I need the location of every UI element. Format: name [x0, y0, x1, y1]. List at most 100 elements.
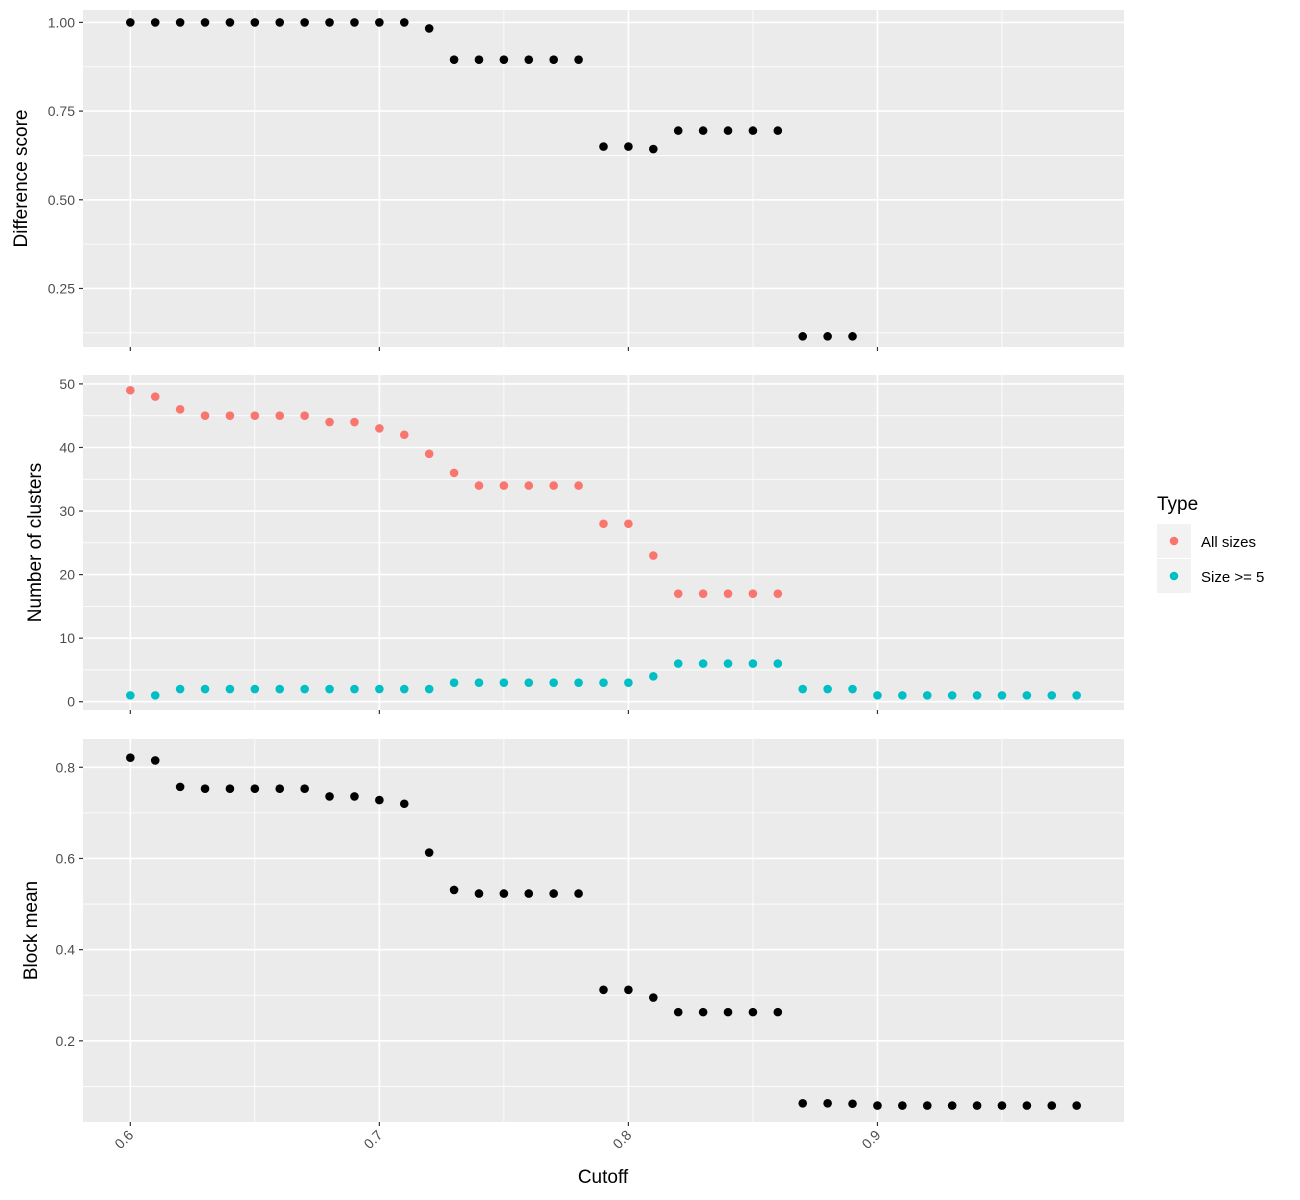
data-point [350, 792, 359, 801]
data-point [250, 411, 260, 420]
data-point [798, 684, 808, 694]
data-point [126, 753, 135, 762]
data-point [399, 430, 409, 440]
data-point [350, 684, 359, 694]
data-point [175, 684, 185, 694]
panel-2: 0 10 20 30 40 50 Number of clusters [25, 375, 1124, 714]
x-tick-label: 0.6 [111, 1127, 136, 1152]
data-point [200, 784, 210, 793]
data-point [175, 405, 185, 414]
data-point [175, 18, 185, 27]
data-point [474, 481, 484, 490]
y-tick-label: 40 [59, 439, 75, 455]
data-point [549, 678, 558, 687]
legend-swatch [1169, 571, 1179, 581]
data-point [673, 126, 683, 135]
data-point [748, 589, 758, 598]
data-point [922, 691, 932, 700]
y-axis-title: Difference score [11, 110, 32, 248]
data-point [798, 1099, 808, 1108]
legend-entries: All sizes Size >= 5 [1157, 524, 1264, 593]
data-point [225, 784, 235, 793]
data-point [972, 1101, 982, 1110]
x-tick-label: 0.9 [858, 1127, 883, 1152]
data-point [250, 684, 260, 694]
data-point [325, 792, 334, 801]
data-point [325, 684, 334, 694]
data-point [748, 659, 758, 668]
data-point [1047, 1101, 1057, 1110]
data-point [375, 424, 384, 433]
data-point [325, 18, 334, 27]
legend-title: Type [1157, 494, 1198, 515]
data-point [624, 142, 633, 151]
data-point [773, 659, 783, 668]
data-point [947, 691, 957, 700]
data-point [449, 55, 459, 64]
data-point [250, 784, 260, 793]
data-point [250, 18, 260, 27]
data-point [649, 144, 658, 154]
data-point [673, 1007, 683, 1017]
data-point [300, 684, 309, 694]
data-point [873, 1101, 882, 1110]
data-point [624, 519, 633, 529]
data-point [723, 589, 733, 598]
data-point [424, 449, 434, 459]
data-point [325, 417, 334, 427]
x-axis-title: Cutoff [578, 1167, 629, 1188]
panel-background [83, 10, 1124, 347]
data-point [350, 18, 359, 27]
data-point [275, 784, 285, 793]
data-point [424, 24, 434, 33]
legend-entry: Size >= 5 [1157, 559, 1264, 593]
data-point [748, 1007, 758, 1017]
data-point [947, 1101, 957, 1110]
data-point [350, 417, 359, 427]
y-tick-label: 50 [59, 376, 75, 392]
data-point [275, 684, 285, 694]
data-point [424, 848, 434, 857]
series-1 [126, 18, 857, 341]
data-point [399, 799, 409, 809]
data-point [150, 18, 160, 27]
chart-panels: 0.25 0.50 0.75 1.00 Difference score 0 10 20 30 4… [11, 10, 1124, 1152]
data-point [549, 889, 558, 898]
data-point [649, 551, 658, 560]
data-point [200, 684, 210, 694]
y-tick-label: 30 [59, 503, 75, 519]
data-point [698, 1007, 708, 1017]
data-point [873, 691, 882, 700]
x-tick-label: 0.7 [360, 1127, 385, 1152]
data-point [449, 885, 459, 895]
data-point [649, 993, 658, 1002]
data-point [300, 411, 309, 420]
data-point [150, 691, 160, 700]
series-2 [126, 659, 1081, 700]
data-point [200, 18, 210, 27]
data-point [1072, 691, 1081, 700]
data-point [150, 756, 160, 765]
data-point [848, 332, 857, 341]
series-1 [126, 385, 783, 598]
data-point [399, 684, 409, 694]
data-point [175, 782, 185, 792]
data-point [474, 55, 484, 64]
y-tick-label: 0.6 [56, 850, 76, 866]
data-point [599, 142, 608, 151]
data-point [574, 55, 583, 64]
data-point [300, 784, 309, 793]
y-tick-label: 10 [59, 630, 75, 646]
data-point [997, 1101, 1007, 1110]
data-point [499, 55, 509, 64]
data-point [748, 126, 758, 135]
data-point [773, 126, 783, 135]
data-point [997, 691, 1007, 700]
data-point [649, 672, 658, 681]
series-1 [126, 753, 1081, 1110]
data-point [773, 589, 783, 598]
legend-entry: All sizes [1157, 524, 1256, 558]
data-point [474, 678, 484, 687]
data-point [524, 55, 534, 64]
